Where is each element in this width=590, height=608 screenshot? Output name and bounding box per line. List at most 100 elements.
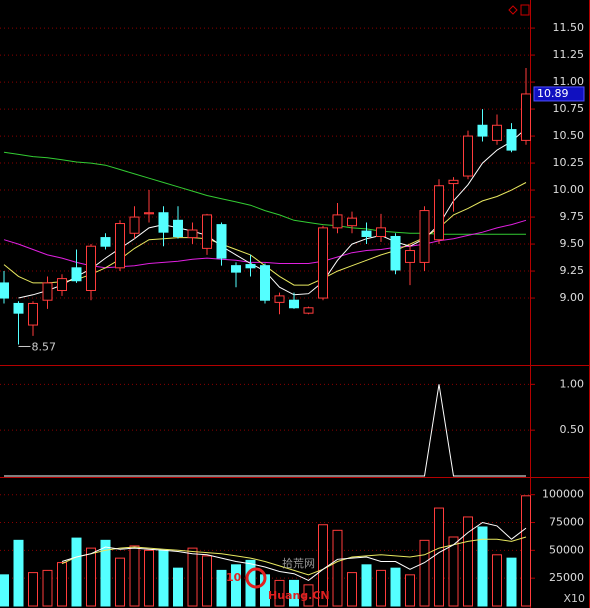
y-tick-label: 0.50 xyxy=(560,423,585,436)
volume-bar xyxy=(390,567,401,607)
diamond-icon[interactable] xyxy=(508,5,518,15)
volume-bar xyxy=(57,562,67,607)
y-tick-label: 50000 xyxy=(549,543,584,556)
y-tick-label: 9.75 xyxy=(560,210,585,223)
volume-bar xyxy=(115,557,125,607)
candle-body xyxy=(390,235,401,271)
volume-bar xyxy=(405,574,415,607)
y-tick-label: 11.00 xyxy=(553,75,585,88)
volume-bar xyxy=(144,549,154,607)
y-tick-label: 10.25 xyxy=(553,156,585,169)
volume-bar xyxy=(28,572,38,607)
candle-body xyxy=(115,223,125,269)
window-icons[interactable] xyxy=(508,4,530,16)
candle-body xyxy=(202,214,212,249)
candle-body xyxy=(158,212,169,233)
volume-bar xyxy=(521,495,531,607)
candle-body xyxy=(347,217,357,227)
candle-body xyxy=(318,227,328,299)
low-price-label: 8.57 xyxy=(32,340,57,353)
candle-body xyxy=(13,302,24,314)
volume-bar xyxy=(434,507,444,607)
volume-bar xyxy=(376,569,386,607)
candle-body xyxy=(492,124,502,141)
last-price-label: 10.89 xyxy=(537,87,569,100)
candle-body xyxy=(100,237,111,247)
volume-bar xyxy=(448,536,459,607)
candle-body xyxy=(477,124,488,137)
candle-body xyxy=(144,212,154,215)
volume-unit: X10 xyxy=(563,592,585,605)
volume-bar xyxy=(173,567,183,607)
candle-body xyxy=(361,230,372,237)
volume-bar xyxy=(187,547,198,607)
watermark-gear xyxy=(245,567,267,589)
volume-bar xyxy=(0,574,9,607)
candle-body xyxy=(28,302,38,326)
y-tick-label: 11.50 xyxy=(553,21,585,34)
candle-body xyxy=(245,264,256,269)
volume-bar xyxy=(129,545,140,607)
volume-bar xyxy=(202,555,212,607)
volume-bar xyxy=(419,539,430,607)
volume-bar xyxy=(361,564,372,607)
candle-body xyxy=(260,265,270,301)
y-tick-label: 11.25 xyxy=(553,48,585,61)
y-tick-label: 75000 xyxy=(549,516,584,529)
candle-body xyxy=(521,93,531,141)
last-price-box xyxy=(533,86,585,102)
volume-bar xyxy=(318,524,328,607)
candle-body xyxy=(506,129,517,151)
volume-bar xyxy=(71,537,82,607)
volume-bar xyxy=(42,569,53,607)
volume-bar xyxy=(477,526,488,607)
candle-body xyxy=(419,210,430,263)
candle-body xyxy=(376,227,386,237)
candle-body xyxy=(274,295,285,303)
y-tick-label: 100000 xyxy=(542,488,584,501)
candle-body xyxy=(216,224,227,259)
y-tick-label: 9.00 xyxy=(560,291,585,304)
candle-body xyxy=(57,278,67,291)
volume-average xyxy=(61,521,527,581)
candle-body xyxy=(303,307,314,314)
square-icon[interactable] xyxy=(520,4,530,16)
volume-bar xyxy=(303,584,314,607)
y-tick-label: 25000 xyxy=(549,571,584,584)
candle-body xyxy=(0,282,9,299)
candle-body xyxy=(187,229,198,239)
watermark-name: 拾荒网 xyxy=(282,556,315,570)
volume-bar xyxy=(216,569,227,607)
volume-bar xyxy=(492,554,502,607)
y-tick-label: 10.75 xyxy=(553,102,585,115)
y-tick-label: 10.50 xyxy=(553,129,585,142)
candle-body xyxy=(405,250,415,263)
candle-body xyxy=(129,216,140,234)
volume-bar xyxy=(332,529,343,607)
watermark-logo: 10 xyxy=(226,571,242,584)
volume-bar xyxy=(347,572,357,607)
volume-bar xyxy=(289,579,299,607)
volume-bar xyxy=(231,564,241,607)
volume-bar xyxy=(100,539,111,607)
candle-body xyxy=(289,299,299,309)
y-tick-label: 10.00 xyxy=(553,183,585,196)
volume-bar xyxy=(158,549,169,607)
candle-body xyxy=(434,185,444,241)
volume-bar xyxy=(86,547,96,607)
candle-body xyxy=(42,282,53,301)
candle-body xyxy=(448,179,459,185)
candle-body xyxy=(173,219,183,237)
volume-bar xyxy=(506,557,517,607)
candle-body xyxy=(71,267,82,282)
candle-body xyxy=(231,265,241,273)
candle-body xyxy=(463,135,473,177)
y-tick-label: 9.50 xyxy=(560,237,585,250)
watermark: 10 拾荒网 Huang.CN xyxy=(226,556,330,602)
candle-body xyxy=(86,245,96,291)
indicator-line xyxy=(4,384,526,477)
candle-body xyxy=(332,214,343,229)
y-tick-label: 1.00 xyxy=(560,377,585,390)
y-tick-label: 9.25 xyxy=(560,264,585,277)
